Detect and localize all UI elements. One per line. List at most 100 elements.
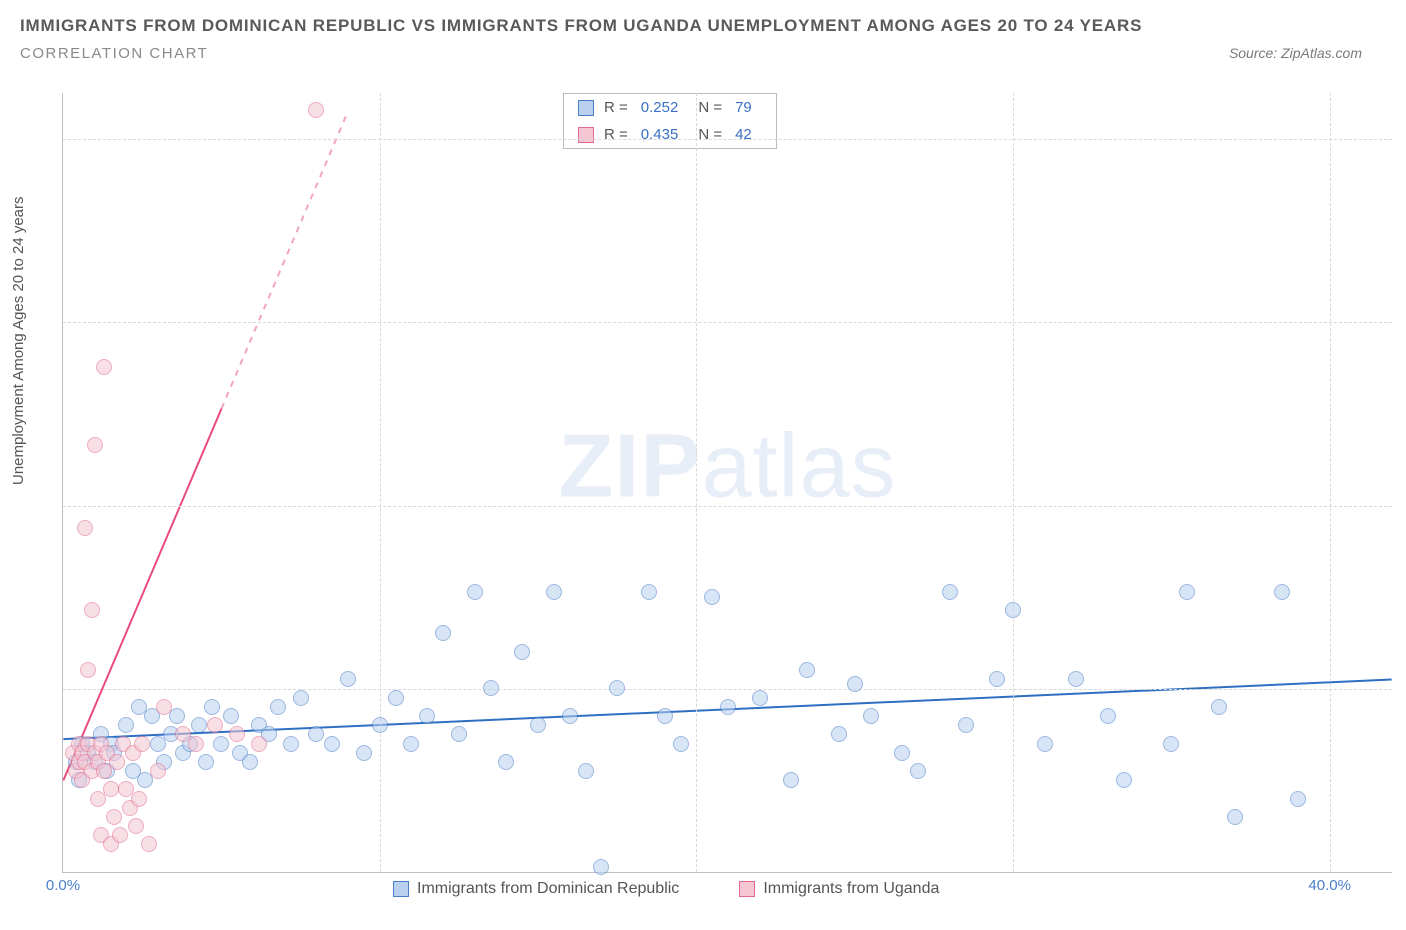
data-point — [1100, 708, 1116, 724]
r-value-2: 0.435 — [641, 126, 679, 143]
data-point — [1005, 602, 1021, 618]
gridline-h — [63, 322, 1392, 323]
stats-swatch-1 — [578, 100, 594, 116]
gridline-v — [1330, 93, 1331, 872]
legend-item-2: Immigrants from Uganda — [739, 880, 939, 898]
legend: Immigrants from Dominican Republic Immig… — [393, 880, 939, 898]
trendlines — [63, 93, 1392, 872]
stats-row-series-1: R = 0.252 N = 79 — [564, 94, 776, 121]
data-point — [308, 726, 324, 742]
data-point — [514, 644, 530, 660]
watermark-atlas: atlas — [701, 416, 896, 516]
data-point — [242, 754, 258, 770]
data-point — [204, 699, 220, 715]
x-tick-label: 40.0% — [1308, 877, 1351, 894]
data-point — [483, 680, 499, 696]
r-value-1: 0.252 — [641, 99, 679, 116]
chart-container: Unemployment Among Ages 20 to 24 years Z… — [0, 85, 1406, 930]
data-point — [128, 818, 144, 834]
data-point — [942, 584, 958, 600]
data-point — [191, 717, 207, 733]
data-point — [84, 602, 100, 618]
data-point — [251, 736, 267, 752]
data-point — [435, 625, 451, 641]
data-point — [799, 662, 815, 678]
data-point — [118, 717, 134, 733]
stats-box: R = 0.252 N = 79 R = 0.435 N = 42 — [563, 93, 777, 149]
data-point — [207, 717, 223, 733]
legend-item-1: Immigrants from Dominican Republic — [393, 880, 679, 898]
legend-swatch-1 — [393, 881, 409, 897]
watermark-zip: ZIP — [558, 416, 701, 516]
data-point — [156, 699, 172, 715]
data-point — [720, 699, 736, 715]
plot-area: ZIPatlas R = 0.252 N = 79 R = 0.435 N = … — [62, 93, 1392, 873]
data-point — [989, 671, 1005, 687]
data-point — [419, 708, 435, 724]
data-point — [451, 726, 467, 742]
data-point — [641, 584, 657, 600]
data-point — [1116, 772, 1132, 788]
stats-swatch-2 — [578, 127, 594, 143]
data-point — [293, 690, 309, 706]
chart-title: IMMIGRANTS FROM DOMINICAN REPUBLIC VS IM… — [20, 12, 1386, 39]
data-point — [403, 736, 419, 752]
subtitle-row: CORRELATION CHART Source: ZipAtlas.com — [20, 45, 1386, 62]
watermark: ZIPatlas — [558, 415, 896, 518]
data-point — [340, 671, 356, 687]
data-point — [562, 708, 578, 724]
data-point — [308, 102, 324, 118]
data-point — [77, 520, 93, 536]
data-point — [134, 736, 150, 752]
data-point — [388, 690, 404, 706]
data-point — [530, 717, 546, 733]
data-point — [198, 754, 214, 770]
legend-label-2: Immigrants from Uganda — [763, 880, 939, 898]
data-point — [1068, 671, 1084, 687]
data-point — [847, 676, 863, 692]
data-point — [673, 736, 689, 752]
data-point — [1290, 791, 1306, 807]
data-point — [1211, 699, 1227, 715]
data-point — [1163, 736, 1179, 752]
data-point — [1227, 809, 1243, 825]
data-point — [831, 726, 847, 742]
data-point — [229, 726, 245, 742]
data-point — [188, 736, 204, 752]
gridline-h — [63, 506, 1392, 507]
n-label-1: N = — [698, 99, 722, 116]
data-point — [141, 836, 157, 852]
data-point — [1037, 736, 1053, 752]
source-attribution: Source: ZipAtlas.com — [1229, 45, 1386, 61]
data-point — [356, 745, 372, 761]
data-point — [910, 763, 926, 779]
data-point — [213, 736, 229, 752]
y-axis-label: Unemployment Among Ages 20 to 24 years — [10, 196, 27, 485]
chart-subtitle: CORRELATION CHART — [20, 45, 208, 62]
data-point — [498, 754, 514, 770]
gridline-v — [1013, 93, 1014, 872]
n-value-2: 42 — [735, 126, 752, 143]
n-label-2: N = — [698, 126, 722, 143]
legend-label-1: Immigrants from Dominican Republic — [417, 880, 679, 898]
data-point — [609, 680, 625, 696]
data-point — [106, 809, 122, 825]
title-block: IMMIGRANTS FROM DOMINICAN REPUBLIC VS IM… — [0, 0, 1406, 66]
x-tick-label: 0.0% — [46, 877, 80, 894]
r-label-2: R = — [604, 126, 628, 143]
n-value-1: 79 — [735, 99, 752, 116]
data-point — [372, 717, 388, 733]
data-point — [87, 437, 103, 453]
data-point — [96, 359, 112, 375]
gridline-h — [63, 139, 1392, 140]
data-point — [270, 699, 286, 715]
data-point — [657, 708, 673, 724]
data-point — [894, 745, 910, 761]
data-point — [593, 859, 609, 875]
data-point — [112, 827, 128, 843]
gridline-v — [696, 93, 697, 872]
data-point — [324, 736, 340, 752]
data-point — [1179, 584, 1195, 600]
data-point — [80, 662, 96, 678]
data-point — [467, 584, 483, 600]
